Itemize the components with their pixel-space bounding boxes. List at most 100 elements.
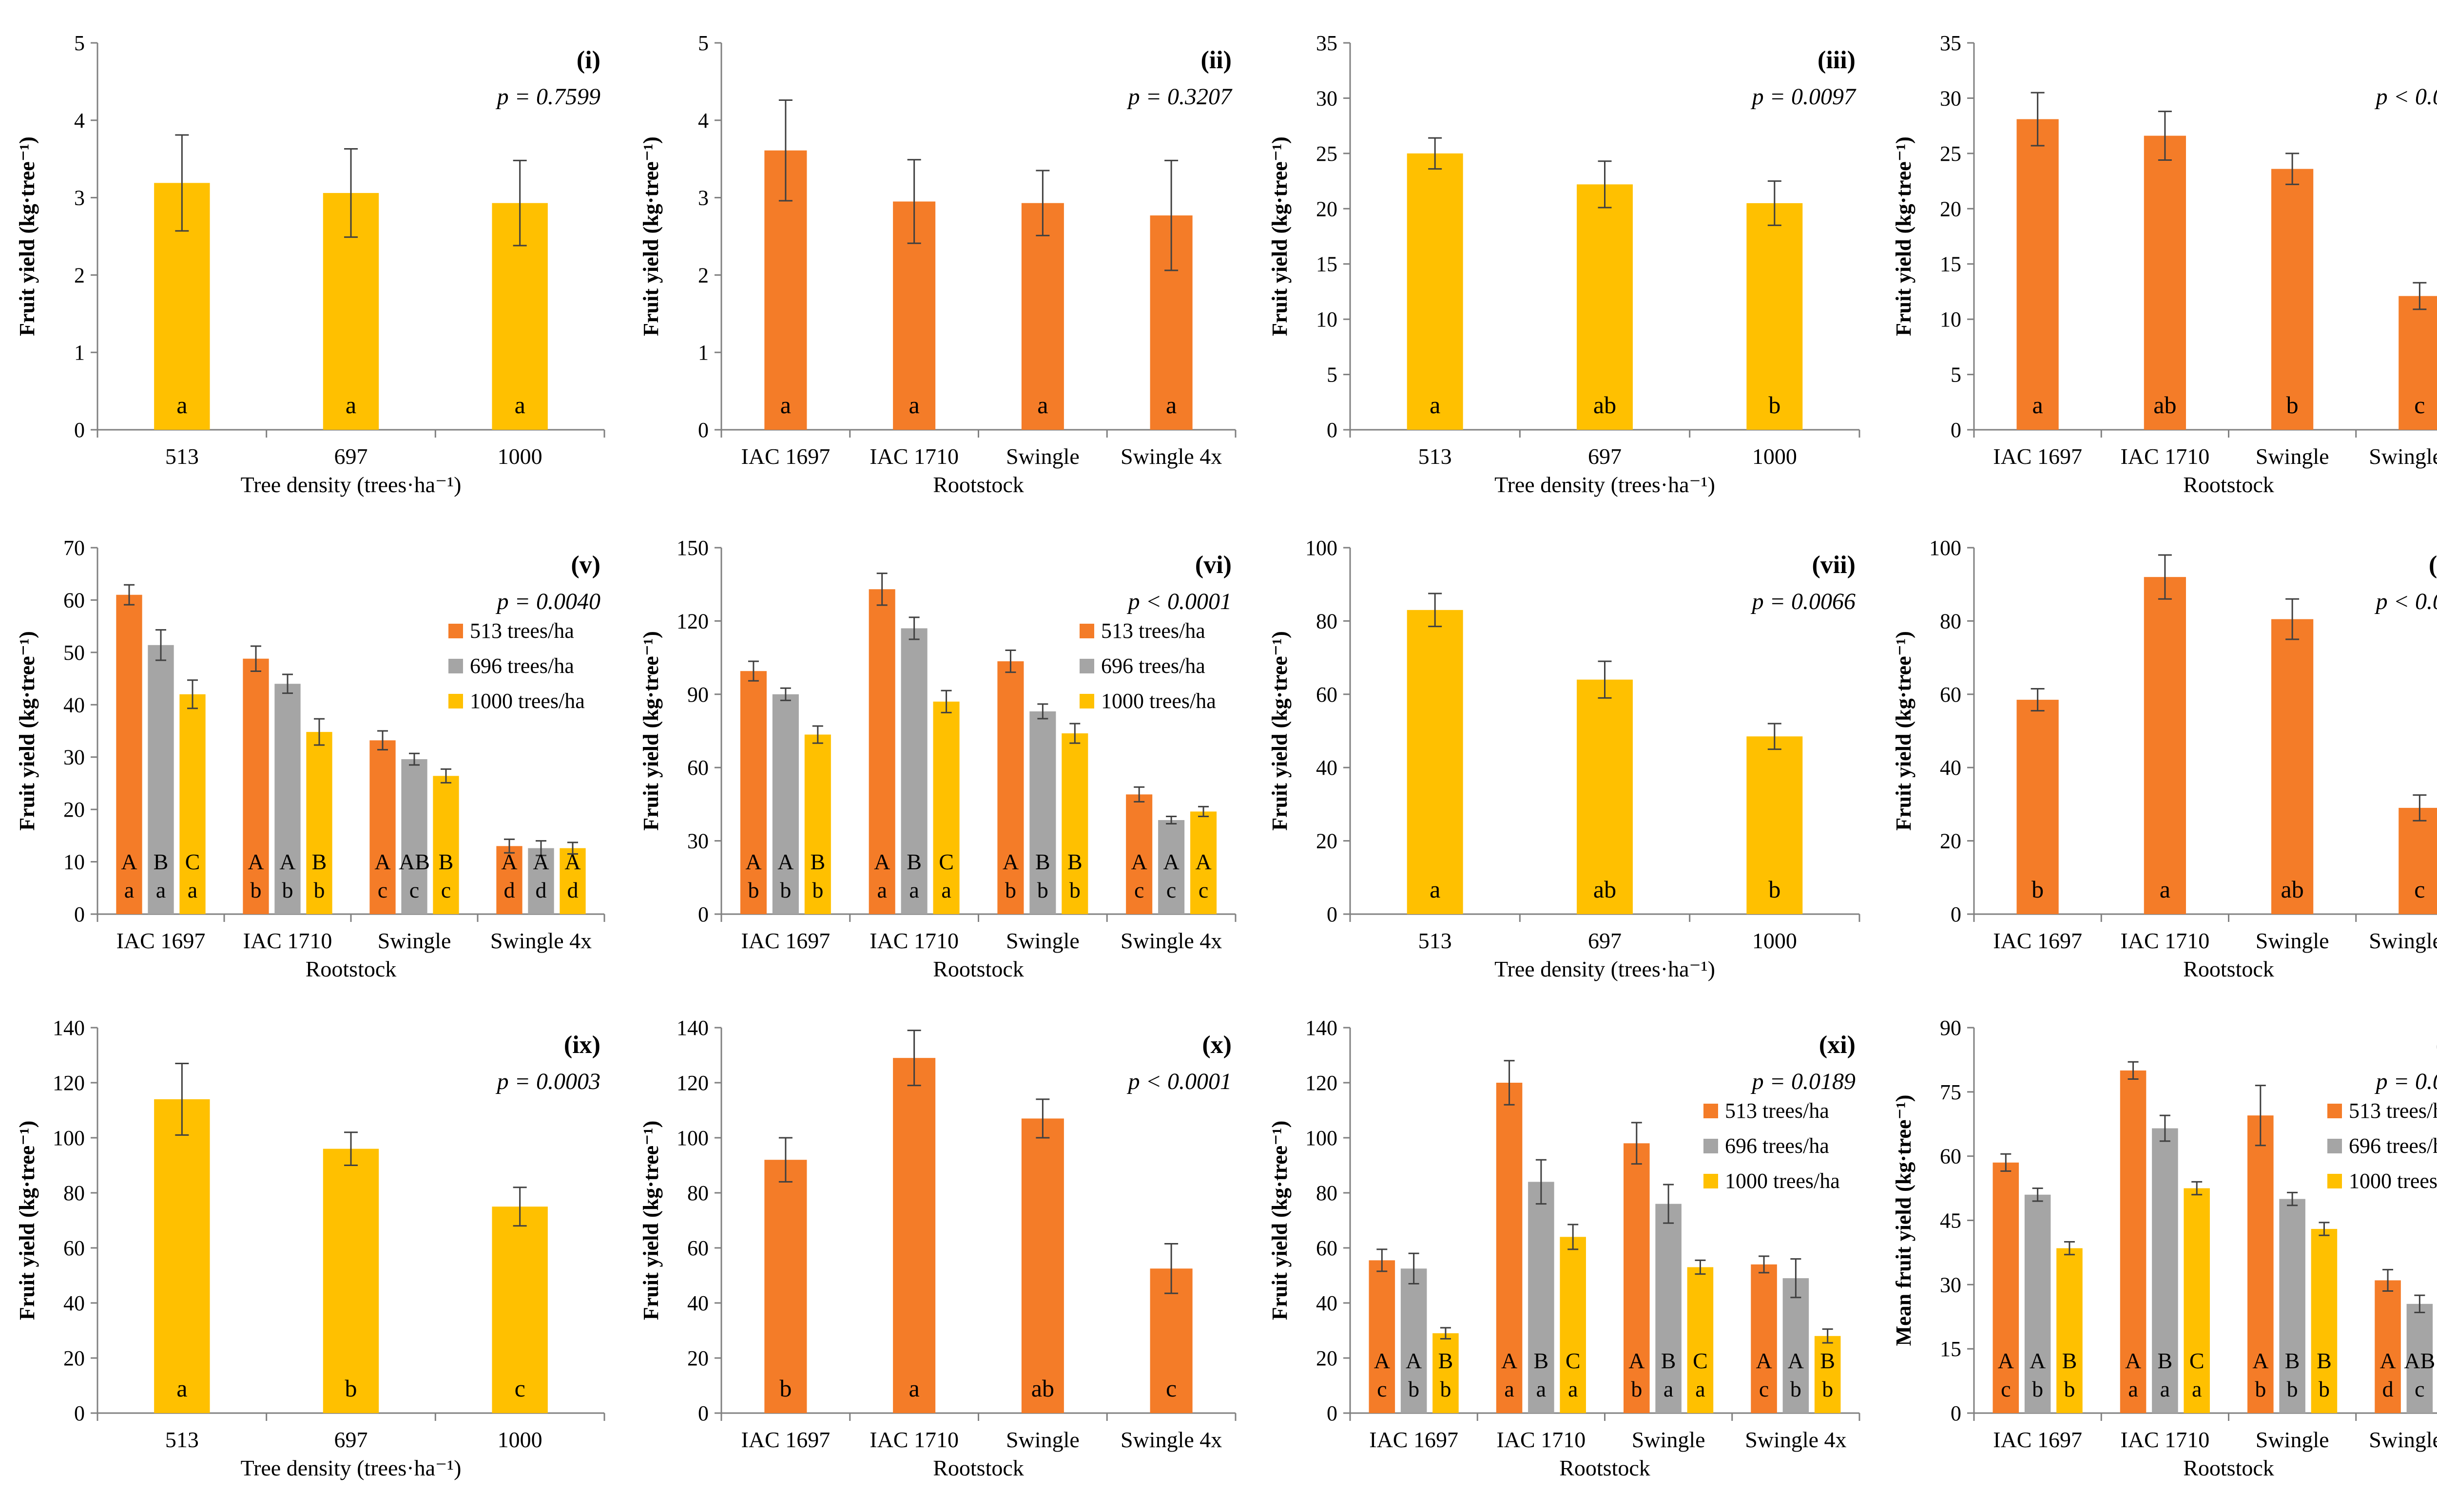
significance-lower: b bbox=[1408, 1377, 1419, 1401]
significance-upper: B bbox=[907, 849, 922, 874]
significance-lower: ab bbox=[1593, 876, 1616, 903]
bar-vii-s0-c2 bbox=[1746, 736, 1803, 914]
significance-lower: d bbox=[2382, 1377, 2394, 1401]
significance-upper: B bbox=[439, 849, 454, 874]
legend-label: 696 trees/ha bbox=[1725, 1134, 1829, 1158]
significance-lower: b bbox=[1822, 1377, 1833, 1401]
y-axis-title: Fruit yield (kg·tree⁻¹) bbox=[639, 136, 663, 336]
bar-iii-s0-c1 bbox=[1577, 184, 1633, 430]
legend-swatch bbox=[2327, 1139, 2342, 1153]
bar-xi-s1-c2 bbox=[1655, 1204, 1682, 1413]
significance-lower: b bbox=[2032, 1377, 2043, 1401]
bar-v-s1-c3 bbox=[528, 848, 554, 914]
significance-upper: B bbox=[312, 849, 327, 874]
x-tick-label: Swingle bbox=[378, 928, 451, 953]
legend-swatch bbox=[2327, 1104, 2342, 1118]
significance-lower: b bbox=[1069, 878, 1081, 902]
legend-swatch bbox=[1080, 624, 1094, 638]
significance-upper: A bbox=[2252, 1348, 2268, 1373]
x-axis-title: Tree density (trees·ha⁻¹) bbox=[241, 472, 462, 497]
x-tick-label: Swingle 4x bbox=[490, 928, 592, 953]
x-tick-label: Swingle 4x bbox=[2369, 1427, 2437, 1452]
y-tick-label: 25 bbox=[1316, 142, 1337, 166]
x-axis-title: Tree density (trees·ha⁻¹) bbox=[241, 1455, 462, 1480]
significance-upper: A bbox=[1998, 1348, 2014, 1373]
significance-lower: a bbox=[176, 391, 187, 419]
significance-lower: a bbox=[176, 1375, 187, 1402]
y-tick-label: 40 bbox=[63, 693, 85, 717]
x-tick-label: Swingle bbox=[1006, 928, 1080, 953]
y-tick-label: 60 bbox=[63, 588, 85, 612]
bar-iii-s0-c2 bbox=[1746, 203, 1803, 430]
x-tick-label: IAC 1710 bbox=[870, 1427, 959, 1452]
y-tick-label: 140 bbox=[677, 1016, 709, 1040]
bar-v-s1-c2 bbox=[401, 759, 427, 914]
bar-xi-s0-c2 bbox=[1624, 1143, 1650, 1413]
x-tick-label: IAC 1710 bbox=[243, 928, 332, 953]
y-tick-label: 3 bbox=[698, 186, 709, 210]
significance-lower: d bbox=[536, 878, 547, 902]
legend-label: 513 trees/ha bbox=[470, 619, 574, 643]
significance-upper: B bbox=[1438, 1348, 1453, 1373]
x-tick-label: Swingle 4x bbox=[2369, 444, 2437, 469]
bar-xii-s0-c0 bbox=[1992, 1162, 2019, 1413]
bar-xii-s2-c0 bbox=[2056, 1248, 2083, 1413]
significance-upper: A bbox=[1374, 1348, 1390, 1373]
significance-upper: A bbox=[1163, 849, 1180, 874]
bar-xi-s1-c3 bbox=[1782, 1278, 1809, 1413]
p-value: p = 0.0080 bbox=[2375, 1069, 2437, 1094]
bar-xii-s2-c2 bbox=[2311, 1229, 2338, 1413]
bar-xi-s2-c1 bbox=[1560, 1237, 1586, 1413]
x-tick-label: IAC 1697 bbox=[1993, 1427, 2082, 1452]
panel-label: (ix) bbox=[564, 1031, 600, 1059]
x-axis-title: Rootstock bbox=[933, 472, 1024, 497]
significance-lower: b bbox=[1790, 1377, 1801, 1401]
x-axis-title: Rootstock bbox=[306, 957, 397, 981]
panel-ix: 0 20 40 60 80 100 120 140 513 697 1000 Tree density… bbox=[15, 1016, 605, 1480]
bar-xii-s1-c2 bbox=[2279, 1199, 2305, 1413]
legend-label: 1000 trees/ha bbox=[470, 689, 585, 713]
p-value: p = 0.7599 bbox=[496, 84, 600, 110]
bar-xi-s0-c0 bbox=[1369, 1260, 1395, 1413]
significance-lower: a bbox=[909, 878, 919, 902]
bar-vi-s2-c1 bbox=[933, 701, 960, 914]
y-tick-label: 140 bbox=[53, 1016, 85, 1040]
x-tick-label: IAC 1697 bbox=[116, 928, 206, 953]
bar-v-s2-c3 bbox=[560, 848, 586, 914]
y-tick-label: 0 bbox=[1951, 1401, 1961, 1425]
significance-lower: c bbox=[378, 878, 387, 902]
y-tick-label: 0 bbox=[1327, 1401, 1337, 1425]
p-value: p = 0.3207 bbox=[1127, 84, 1233, 110]
x-tick-label: IAC 1697 bbox=[1993, 444, 2082, 469]
significance-upper: A bbox=[1756, 1348, 1772, 1373]
y-tick-label: 120 bbox=[677, 609, 709, 633]
significance-lower: b bbox=[2287, 1377, 2298, 1401]
y-tick-label: 5 bbox=[1327, 363, 1337, 387]
significance-upper: C bbox=[185, 849, 200, 874]
y-tick-label: 20 bbox=[687, 1346, 709, 1370]
bar-vi-s2-c3 bbox=[1190, 811, 1217, 914]
y-tick-label: 60 bbox=[687, 756, 709, 780]
legend-label: 513 trees/ha bbox=[1725, 1099, 1829, 1123]
bar-x-s0-c0 bbox=[764, 1160, 807, 1413]
significance-lower: a bbox=[909, 1375, 920, 1402]
y-tick-label: 30 bbox=[1940, 86, 1961, 110]
y-tick-label: 60 bbox=[63, 1236, 85, 1260]
significance-lower: b bbox=[2286, 391, 2299, 419]
panel-label: (x) bbox=[1202, 1031, 1232, 1059]
legend-label: 1000 trees/ha bbox=[2349, 1169, 2437, 1193]
p-value: p = 0.0189 bbox=[1751, 1069, 1856, 1094]
x-tick-label: Swingle bbox=[2256, 1427, 2329, 1452]
significance-upper: A bbox=[874, 849, 890, 874]
legend-swatch bbox=[448, 659, 463, 673]
panel-label: (viii) bbox=[2429, 551, 2437, 579]
x-tick-label: Swingle 4x bbox=[1121, 444, 1222, 469]
y-tick-label: 10 bbox=[1316, 307, 1337, 331]
significance-lower: b bbox=[345, 1375, 357, 1402]
panel-vii: 0 20 40 60 80 100 513 697 1000 Tree density (tree… bbox=[1268, 536, 1860, 981]
bar-vi-s0-c2 bbox=[997, 661, 1024, 914]
significance-upper: A bbox=[2379, 1348, 2396, 1373]
y-tick-label: 90 bbox=[1940, 1016, 1961, 1040]
bar-xi-s2-c3 bbox=[1814, 1336, 1841, 1413]
panel-label: (vii) bbox=[1812, 551, 1856, 579]
